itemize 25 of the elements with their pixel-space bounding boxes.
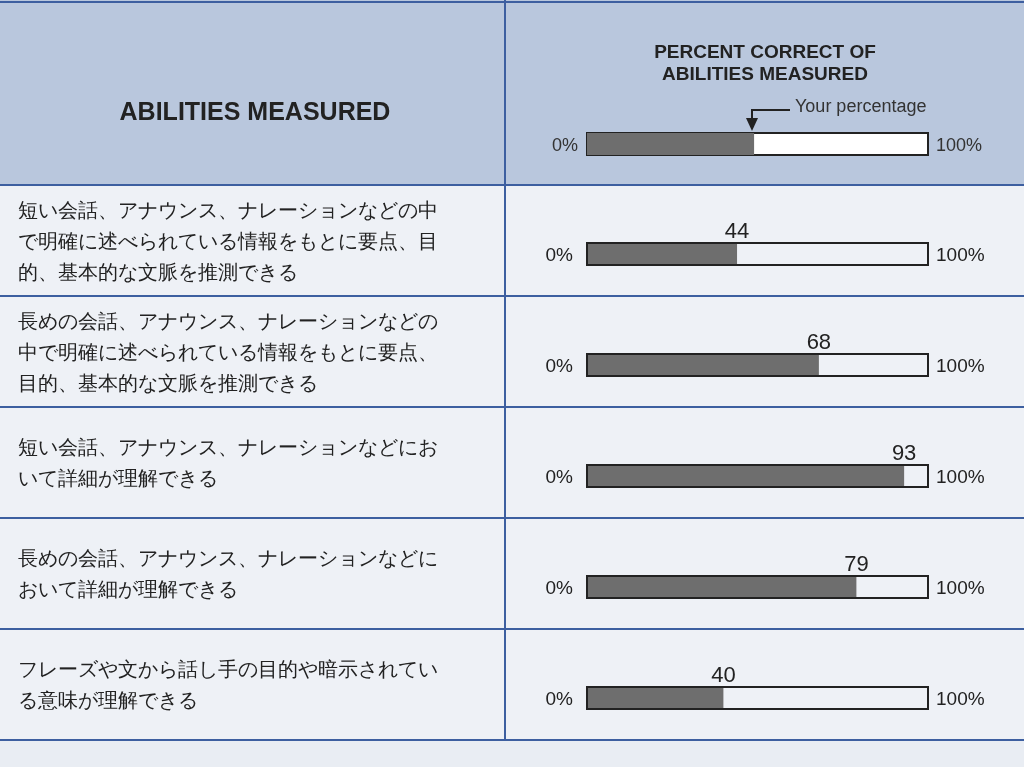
text: 0% (545, 466, 574, 487)
text: 100% (936, 688, 985, 709)
text: 0% (545, 244, 574, 265)
y-tick-label: 短い会話、アナウンス、ナレーションなどにおいて詳細が理解できる (18, 435, 438, 490)
text: 100% (936, 244, 985, 265)
y-tick-label: 短い会話、アナウンス、ナレーションなどの中で明確に述べられている情報をもとに要点、目的、基本的な文脈を推測できる (18, 197, 438, 284)
text: 0% (545, 688, 574, 709)
text: 0% (551, 135, 578, 155)
text: 100% (936, 577, 985, 598)
y-axis-title: ABILITIES MEASURED (119, 97, 391, 125)
y-tick-label: フレーズや文から話し手の目的や暗示されている意味が理解できる (18, 657, 438, 712)
text: 100% (936, 466, 985, 487)
text: 0% (545, 577, 574, 598)
text: 100% (936, 355, 985, 376)
y-tick-label: 長めの会話、アナウンス、ナレーションなどにおいて詳細が理解できる (18, 546, 438, 601)
chart-title: PERCENT CORRECT OF ABILITIES MEASURED (654, 41, 876, 84)
text: 0% (545, 355, 574, 376)
text: Your percentage (795, 96, 927, 116)
data-label: 79 (844, 551, 869, 576)
y-tick-label: 長めの会話、アナウンス、ナレーションなどの中で明確に述べられている情報をもとに要点、目的、基本的な文脈を推測できる (18, 308, 438, 395)
data-label: 40 (711, 662, 736, 687)
data-label: 68 (806, 329, 832, 354)
text: 100% (936, 135, 983, 155)
data-label: 93 (891, 440, 917, 465)
data-label: 44 (724, 218, 750, 243)
